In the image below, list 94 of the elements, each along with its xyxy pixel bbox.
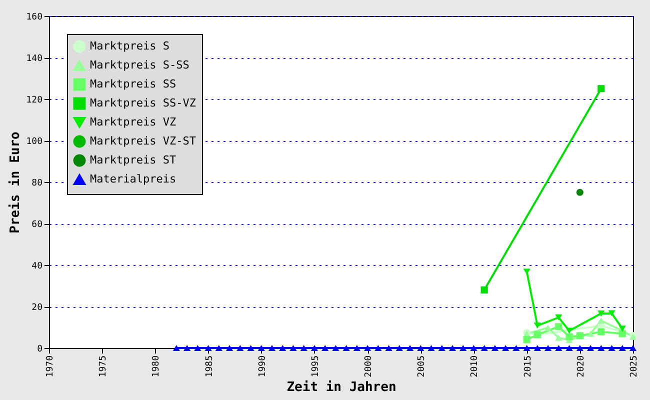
point <box>428 344 435 352</box>
point <box>576 188 584 196</box>
y-tick-label: 140 <box>26 54 42 64</box>
point <box>215 344 222 352</box>
point <box>555 314 562 321</box>
point <box>598 318 605 324</box>
point <box>598 344 605 352</box>
point <box>555 344 562 352</box>
x-tick-label: 1985 <box>204 356 215 378</box>
legend-label: Marktpreis VZ <box>90 116 176 128</box>
x-tick-label: 2010 <box>470 356 480 378</box>
point <box>438 344 446 352</box>
y-tick-label: 120 <box>26 96 42 106</box>
point <box>470 344 478 352</box>
point <box>598 85 605 92</box>
point <box>629 344 637 352</box>
point <box>586 330 594 337</box>
x-tick-label: 2000 <box>364 356 374 378</box>
point <box>448 344 456 352</box>
point <box>576 332 584 340</box>
point <box>332 344 340 352</box>
x-tick-label: 1980 <box>152 356 162 378</box>
y-tick-label: 20 <box>32 303 42 313</box>
point <box>618 344 626 352</box>
point <box>491 344 498 352</box>
point <box>396 344 403 352</box>
point <box>523 344 530 352</box>
y-tick-label: 60 <box>32 220 42 230</box>
point <box>566 328 573 334</box>
point <box>279 344 286 352</box>
point <box>598 328 605 336</box>
point <box>480 344 488 352</box>
x-tick-label: 1970 <box>46 356 56 378</box>
y-tick-label: 40 <box>32 262 42 272</box>
legend-label: Marktpreis ST <box>90 154 176 166</box>
point <box>247 344 254 352</box>
x-tick-label: 1975 <box>98 356 109 378</box>
x-tick-label: 2020 <box>576 356 586 378</box>
point <box>290 344 297 352</box>
point <box>406 344 414 352</box>
point <box>364 344 372 352</box>
point <box>480 286 488 294</box>
point <box>172 344 180 352</box>
point <box>374 344 382 352</box>
y-tick-label: 160 <box>26 12 42 22</box>
legend-label: Marktpreis S <box>90 40 170 52</box>
point <box>322 344 329 352</box>
y-tick-label: 100 <box>26 137 42 147</box>
legend-label: Marktpreis SS <box>90 78 176 90</box>
point <box>385 344 392 352</box>
point <box>534 344 541 352</box>
point <box>523 336 530 344</box>
point <box>226 344 234 352</box>
x-tick-label: 1990 <box>258 356 268 378</box>
point <box>236 344 244 352</box>
y-tick-label: 80 <box>32 178 42 188</box>
x-tick-label: 2025 <box>630 356 640 378</box>
x-tick-label: 2005 <box>417 356 428 378</box>
point <box>342 344 350 352</box>
legend-label: Marktpreis S-SS <box>90 58 190 72</box>
point <box>310 344 318 352</box>
point <box>566 344 573 352</box>
point <box>184 344 191 352</box>
x-tick-label: 1995 <box>310 356 321 378</box>
point <box>300 344 308 352</box>
point <box>576 344 584 352</box>
point <box>353 344 360 352</box>
point <box>544 324 552 331</box>
point <box>608 344 616 352</box>
y-tick-label: 0 <box>37 344 42 354</box>
point <box>566 333 573 340</box>
y-axis-title: Preis in Euro <box>8 131 24 234</box>
point <box>194 344 202 352</box>
point <box>608 310 616 316</box>
legend-label: Materialpreis <box>90 172 176 186</box>
point <box>598 310 605 317</box>
point <box>534 322 541 329</box>
x-tick-label: 2015 <box>523 356 534 378</box>
point <box>544 344 552 352</box>
point <box>586 344 594 352</box>
point <box>555 323 562 330</box>
point <box>417 344 424 352</box>
point <box>268 344 276 352</box>
legend-label: Marktpreis SS-VZ <box>90 96 196 110</box>
point <box>512 344 520 352</box>
point <box>204 344 212 352</box>
point <box>555 334 562 341</box>
x-axis-title: Zeit in Jahren <box>286 380 396 396</box>
legend-label: Marktpreis VZ-ST <box>90 134 196 148</box>
point <box>258 344 265 352</box>
point <box>618 330 626 338</box>
point <box>523 268 530 275</box>
point <box>502 344 510 352</box>
point <box>460 344 467 352</box>
